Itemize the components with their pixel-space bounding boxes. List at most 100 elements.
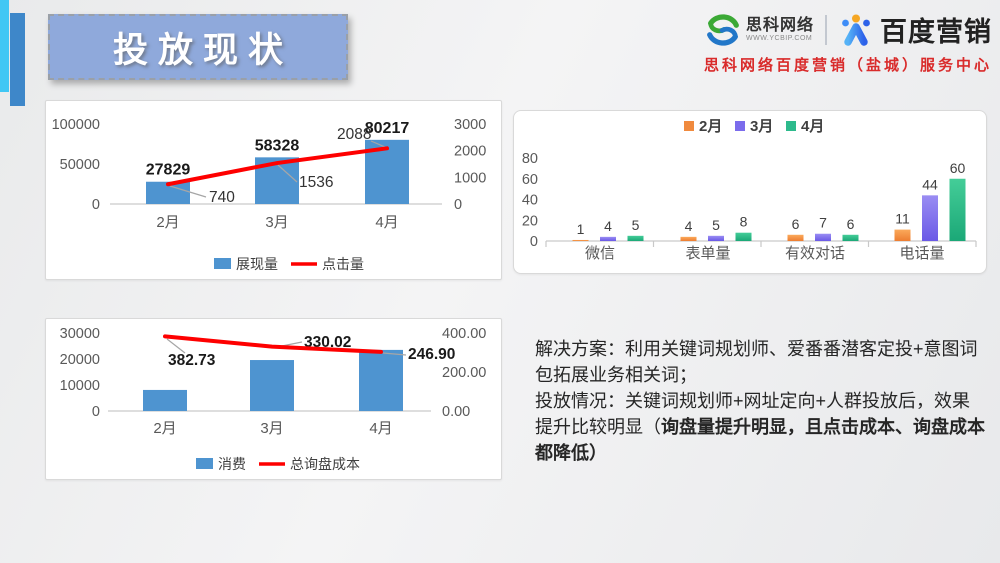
label-leader-line xyxy=(382,352,407,356)
logo-row: 思科网络 WWW.YCBIP.COM 百度营销 xyxy=(704,10,992,49)
category-label: 3月 xyxy=(260,420,283,437)
bar-2月 xyxy=(146,181,190,204)
line-value-label: 1536 xyxy=(299,174,333,191)
legend-label: 4月 xyxy=(801,118,824,135)
left-axis-tick-label: 0 xyxy=(92,197,100,213)
impressions-clicks-chart-panel: 0 50000 100000 0 1000 2000 3000 27829 58328 80217… xyxy=(45,100,502,280)
label-leader-line xyxy=(166,338,186,354)
category-label: 微信 xyxy=(585,245,615,262)
bar-value-label: 11 xyxy=(895,211,910,227)
sike-swirl-logo-icon xyxy=(707,13,739,46)
page-title: 投放现状 xyxy=(112,30,293,70)
bar-表单量-2月 xyxy=(680,236,697,241)
logo-divider xyxy=(825,14,827,45)
bar-表单量-4月 xyxy=(735,232,752,241)
left-axis-tick-label: 100000 xyxy=(52,117,100,133)
cost-chart-panel: 0 10000 20000 30000 0.00 200.00 400.00 2月 3月 4月 38… xyxy=(45,318,502,480)
sike-logo-url: WWW.YCBIP.COM xyxy=(745,34,813,42)
category-label: 2月 xyxy=(153,420,176,437)
left-axis-tick-label: 50000 xyxy=(60,157,100,173)
y-axis-tick-label: 40 xyxy=(522,193,538,209)
bar-value-label: 27829 xyxy=(146,162,191,179)
line-series-总询盘成本 xyxy=(163,334,383,354)
legend-line-label: 总询盘成本 xyxy=(290,456,360,472)
legend-label: 2月 xyxy=(699,118,722,135)
left-axis-tick-label: 10000 xyxy=(60,378,100,394)
left-axis-tick-label: 0 xyxy=(92,404,100,420)
bar-微信-4月 xyxy=(627,235,644,241)
header-logos: 思科网络 WWW.YCBIP.COM 百度营销 思科网络百度营销（盐城）服务中心 xyxy=(704,10,992,75)
label-leader-line xyxy=(169,185,207,198)
legend-marker-4月 xyxy=(786,121,796,131)
right-axis-tick-label: 0.00 xyxy=(442,404,470,420)
bar-value-label: 58328 xyxy=(255,137,300,154)
legend-bar-label: 消费 xyxy=(218,456,246,472)
category-label: 4月 xyxy=(375,214,398,231)
conversions-chart-panel: 2月 3月 4月 0 20 40 60 80 1 4 5 微信 4 5 8 表单量 6 7 6 有效对话 11 44 60 电… xyxy=(513,110,987,274)
baidu-marketing-logo-icon xyxy=(842,14,870,46)
impressions-clicks-chart: 0 50000 100000 0 1000 2000 3000 27829 58328 80217… xyxy=(52,117,487,272)
bar-4月 xyxy=(359,349,403,411)
right-axis-tick-label: 3000 xyxy=(454,117,486,133)
bar-有效对话-3月 xyxy=(815,233,831,241)
bar-value-label: 44 xyxy=(922,176,938,192)
line-value-label: 330.02 xyxy=(304,334,351,351)
right-axis-tick-label: 200.00 xyxy=(442,365,486,381)
bar-value-label: 80217 xyxy=(365,120,410,137)
line-value-label: 382.73 xyxy=(168,352,216,369)
sike-logo-text-block: 思科网络 WWW.YCBIP.COM xyxy=(746,17,814,42)
cost-inquiry-cost-chart: 0 10000 20000 30000 0.00 200.00 400.00 2月 3月 4月 38… xyxy=(60,326,487,472)
category-label: 电话量 xyxy=(899,245,944,262)
left-axis-tick-label: 30000 xyxy=(60,326,100,342)
line-value-label: 246.90 xyxy=(408,346,455,363)
category-label: 2月 xyxy=(156,214,179,231)
bar-value-label: 60 xyxy=(950,160,966,176)
legend-marker-2月 xyxy=(684,121,694,131)
bar-3月 xyxy=(250,360,294,411)
category-label: 表单量 xyxy=(685,245,730,262)
solution-line-1: 解决方案：利用关键词规划师、爱番番潜客定投+意图词包拓展业务相关词； xyxy=(535,339,978,386)
left-axis-tick-label: 20000 xyxy=(60,352,100,368)
y-axis-tick-label: 0 xyxy=(530,234,538,250)
right-axis-tick-label: 1000 xyxy=(454,170,486,186)
sike-logo-text: 思科网络 xyxy=(745,17,814,35)
legend-label: 3月 xyxy=(750,118,773,135)
y-axis-tick-label: 80 xyxy=(522,151,538,167)
bar-电话量-4月 xyxy=(949,178,966,241)
baidu-logo-text: 百度营销 xyxy=(880,17,992,47)
solution-paragraph: 解决方案：利用关键词规划师、爱番番潜客定投+意图词包拓展业务相关词； 投放情况：… xyxy=(535,336,985,466)
legend-line-label: 点击量 xyxy=(322,256,364,272)
right-axis-tick-label: 400.00 xyxy=(442,326,486,342)
bar-电话量-2月 xyxy=(894,229,911,241)
bar-value-label: 6 xyxy=(847,216,855,232)
bar-value-label: 4 xyxy=(685,218,693,234)
bar-微信-2月 xyxy=(572,239,589,241)
bar-电话量-3月 xyxy=(922,195,938,241)
line-value-label: 2088 xyxy=(337,126,371,143)
right-axis-tick-label: 2000 xyxy=(454,144,486,160)
bar-value-label: 6 xyxy=(792,216,800,232)
bar-value-label: 1 xyxy=(577,221,585,237)
bar-微信-3月 xyxy=(600,236,616,241)
solution-line-2-bold: 询盘量提升明显，且点击成本、询盘成本都降低） xyxy=(535,417,985,464)
slide-title-box: 投放现状 xyxy=(48,14,348,80)
bar-有效对话-2月 xyxy=(787,234,804,241)
category-label: 4月 xyxy=(369,420,392,437)
solution-text-block: 解决方案：利用关键词规划师、爱番番潜客定投+意图词包拓展业务相关词； 投放情况：… xyxy=(535,336,985,466)
legend-bar-marker xyxy=(214,258,231,269)
right-axis-tick-label: 0 xyxy=(454,197,462,213)
bar-表单量-3月 xyxy=(708,235,724,241)
bar-value-label: 4 xyxy=(604,218,612,234)
bar-2月 xyxy=(143,389,187,411)
legend-bar-marker xyxy=(196,458,213,469)
label-leader-line xyxy=(370,140,386,148)
category-label: 有效对话 xyxy=(785,245,845,262)
legend-bar-label: 展现量 xyxy=(236,256,278,272)
accent-bar-cyan xyxy=(0,0,9,92)
y-axis-tick-label: 20 xyxy=(522,213,538,229)
bar-value-label: 5 xyxy=(632,217,640,233)
accent-bar-blue xyxy=(10,13,25,106)
label-leader-line xyxy=(277,164,298,183)
